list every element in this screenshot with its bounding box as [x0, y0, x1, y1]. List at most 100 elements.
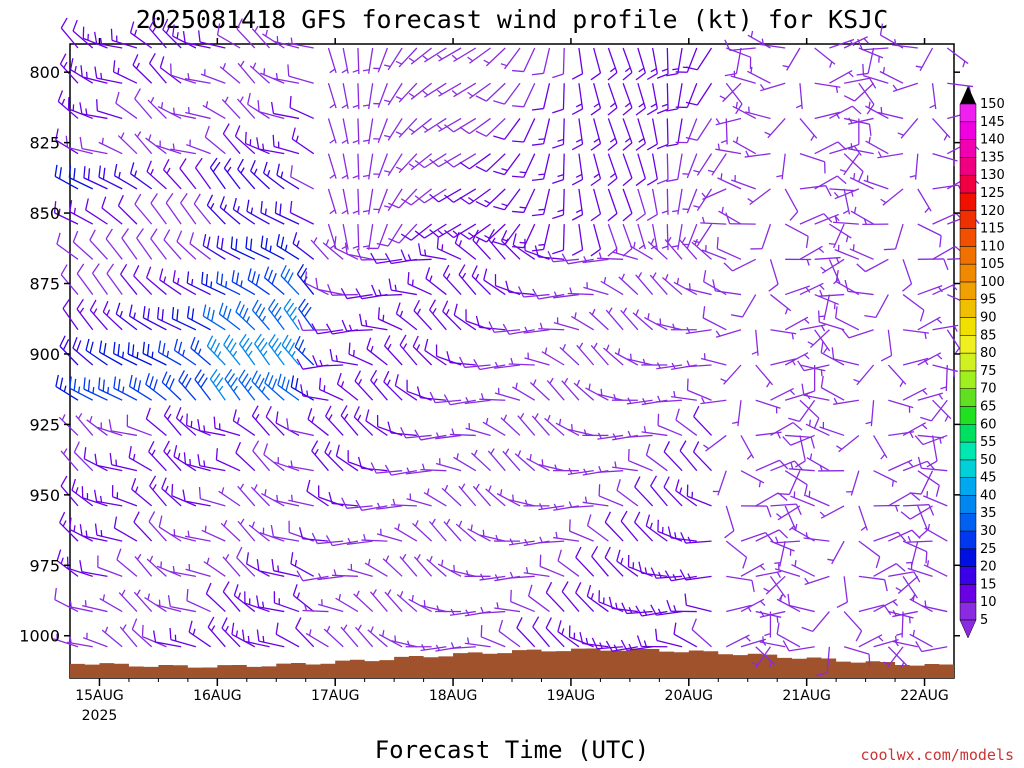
x-tick-label: 21AUG — [782, 688, 831, 704]
wind-barb — [429, 153, 462, 168]
wind-barb — [538, 322, 565, 331]
wind-barb — [685, 118, 713, 141]
wind-barb — [190, 336, 212, 366]
wind-barb — [261, 489, 285, 507]
wind-barb — [459, 117, 491, 135]
wind-barb — [673, 622, 698, 648]
wind-barb — [576, 342, 595, 366]
y-tick-label: 925 — [29, 415, 60, 434]
wind-barb — [246, 552, 270, 577]
wind-barb — [263, 443, 285, 472]
wind-barb — [336, 372, 359, 401]
wind-barb — [917, 223, 942, 248]
wind-barb — [102, 300, 123, 331]
wind-barb — [362, 118, 374, 145]
wind-barb — [588, 308, 609, 331]
colorbar-swatch — [959, 406, 977, 425]
wind-barb — [726, 575, 755, 592]
wind-barb — [97, 422, 123, 437]
colorbar-label: 15 — [980, 577, 997, 592]
wind-barb — [764, 611, 772, 638]
wind-barb — [56, 549, 79, 577]
y-tick-label: 1000 — [19, 627, 60, 646]
wind-barb — [113, 516, 138, 542]
wind-barb — [858, 505, 868, 532]
wind-barb — [65, 135, 93, 155]
wind-barb — [171, 484, 197, 507]
wind-barb — [784, 470, 808, 497]
wind-barb — [414, 188, 447, 204]
colorbar-swatch — [959, 548, 977, 567]
wind-barb — [755, 459, 789, 472]
wind-barb — [590, 223, 602, 257]
wind-barb — [436, 47, 462, 62]
wind-barb — [395, 82, 418, 103]
wind-barb — [54, 164, 79, 190]
wind-barb — [73, 441, 94, 472]
wind-barb — [725, 212, 756, 225]
wind-barb — [666, 118, 683, 147]
wind-barb — [590, 342, 609, 366]
wind-barb — [512, 153, 536, 178]
wind-barb — [483, 47, 506, 67]
wind-barb — [755, 364, 774, 388]
wind-barb — [420, 463, 447, 472]
wind-barb — [72, 230, 94, 260]
wind-barb — [675, 408, 698, 436]
wind-barb — [178, 370, 197, 401]
wind-barb — [561, 581, 580, 612]
wind-barb — [843, 82, 875, 102]
colorbar-label: 70 — [980, 382, 997, 397]
x-tick-label: 17AUG — [311, 688, 360, 704]
wind-barb — [848, 117, 874, 125]
wind-barb — [791, 560, 815, 577]
wind-barb — [475, 153, 506, 173]
wind-barb — [740, 598, 766, 613]
wind-barb — [86, 416, 108, 436]
wind-barb — [82, 632, 108, 648]
wind-barb — [844, 77, 877, 89]
wind-barb — [858, 604, 892, 615]
wind-barb — [289, 95, 315, 120]
wind-barb — [873, 598, 899, 613]
wind-barb — [914, 434, 948, 446]
wind-barb — [692, 441, 713, 472]
wind-barb — [436, 82, 462, 97]
wind-barb — [412, 335, 433, 366]
wind-barb — [759, 82, 786, 92]
wind-barb — [182, 489, 211, 507]
wind-barb — [216, 271, 241, 296]
wind-barb — [656, 153, 669, 185]
wind-barb — [136, 228, 153, 260]
colorbar-swatch — [959, 601, 977, 621]
wind-barb — [479, 606, 506, 614]
colorbar-swatch — [959, 388, 977, 407]
wind-barb — [805, 419, 830, 437]
wind-barb — [408, 117, 433, 136]
wind-barb — [512, 382, 536, 401]
wind-barb — [538, 536, 565, 544]
wind-barb — [799, 245, 825, 260]
wind-barb — [715, 329, 742, 338]
wind-barb — [773, 536, 800, 544]
wind-barb — [352, 47, 360, 75]
wind-barb — [498, 619, 521, 648]
wind-barb — [784, 285, 811, 296]
wind-barb — [685, 82, 713, 106]
wind-barb — [888, 431, 915, 439]
wind-barb — [150, 228, 167, 260]
wind-barb — [917, 470, 940, 497]
wind-barb — [94, 66, 123, 84]
wind-barb — [571, 153, 584, 186]
wind-barb — [673, 277, 698, 296]
wind-barb — [646, 188, 658, 221]
wind-barb — [747, 188, 771, 206]
wind-barb — [774, 563, 801, 577]
wind-barb — [586, 584, 609, 613]
wind-barb — [670, 390, 697, 401]
wind-barb — [553, 291, 580, 299]
wind-barb — [156, 561, 182, 577]
wind-barb — [902, 357, 929, 366]
wind-barb — [244, 131, 270, 155]
wind-barb — [571, 188, 584, 221]
